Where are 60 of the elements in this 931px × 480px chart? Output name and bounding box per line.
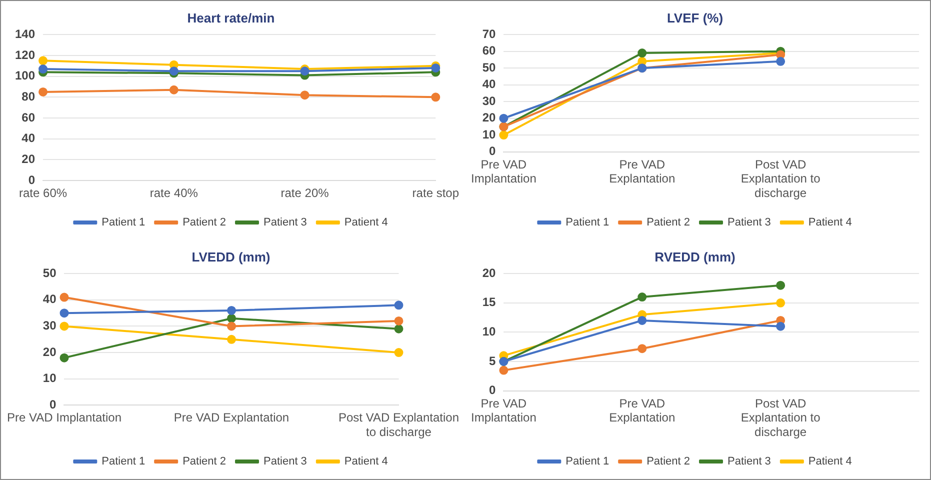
x-tick-label: Pre VAD Explantation bbox=[609, 157, 676, 186]
y-tick-label: 20 bbox=[482, 110, 496, 125]
legend-label: Patient 3 bbox=[728, 216, 771, 229]
legend-label: Patient 3 bbox=[264, 456, 307, 468]
y-tick-label: 15 bbox=[482, 295, 496, 310]
legend-label: Patient 4 bbox=[808, 216, 852, 229]
legend-label: Patient 3 bbox=[728, 456, 771, 468]
chart-title: RVEDD (mm) bbox=[654, 249, 736, 264]
legend-label: Patient 1 bbox=[566, 456, 610, 468]
y-tick-label: 30 bbox=[482, 94, 496, 108]
legend-label: Patient 1 bbox=[102, 456, 146, 468]
y-tick-label: 20 bbox=[22, 152, 36, 166]
y-tick-label: 20 bbox=[482, 266, 496, 280]
y-tick-label: 50 bbox=[42, 266, 57, 280]
legend-label: Patient 2 bbox=[646, 216, 690, 229]
legend-label: Patient 2 bbox=[646, 456, 690, 468]
legend-label: Patient 4 bbox=[808, 456, 852, 468]
y-tick-label: 120 bbox=[14, 48, 36, 62]
chart-title: LVEF (%) bbox=[666, 10, 724, 26]
x-tick-label: Post VAD Explantation to discharge bbox=[338, 410, 460, 440]
x-tick-label: Pre VAD Implantation bbox=[471, 157, 536, 186]
y-tick-label: 70 bbox=[482, 26, 496, 41]
legend-label: Patient 3 bbox=[264, 216, 307, 229]
x-tick-label: rate 40% bbox=[150, 186, 198, 200]
x-tick-label: Post VAD Explantation to discharge bbox=[740, 157, 821, 200]
y-tick-label: 40 bbox=[482, 77, 496, 92]
y-tick-label: 5 bbox=[489, 354, 496, 368]
x-tick-label: Pre VAD Explantation bbox=[609, 396, 676, 425]
y-tick-label: 100 bbox=[14, 68, 36, 83]
x-tick-label: rate 60% bbox=[19, 186, 68, 200]
y-tick-label: 20 bbox=[42, 344, 57, 359]
y-tick-label: 80 bbox=[22, 89, 36, 104]
legend-label: Patient 4 bbox=[344, 216, 388, 229]
y-tick-label: 60 bbox=[482, 44, 496, 58]
y-tick-label: 40 bbox=[22, 131, 36, 146]
y-tick-label: 0 bbox=[50, 398, 57, 412]
x-tick-label: Pre VAD Implantation bbox=[471, 396, 536, 425]
y-tick-label: 50 bbox=[482, 60, 496, 74]
y-tick-label: 0 bbox=[489, 383, 496, 398]
x-tick-label: Pre VAD Explantation bbox=[174, 410, 290, 425]
legend-label: Patient 2 bbox=[182, 216, 226, 229]
y-tick-label: 30 bbox=[42, 318, 57, 333]
chart-title: LVEDD (mm) bbox=[192, 249, 270, 264]
legend-label: Patient 4 bbox=[344, 456, 388, 468]
y-tick-label: 0 bbox=[28, 172, 36, 187]
legend-label: Patient 1 bbox=[102, 216, 146, 229]
y-tick-label: 0 bbox=[489, 144, 496, 158]
y-tick-label: 10 bbox=[482, 127, 496, 142]
chart-title: Heart rate/min bbox=[187, 10, 275, 26]
y-tick-label: 140 bbox=[14, 26, 36, 41]
x-tick-label: Pre VAD Implantation bbox=[7, 410, 122, 425]
y-tick-label: 10 bbox=[482, 324, 496, 339]
y-tick-label: 10 bbox=[42, 371, 57, 386]
x-tick-label: Post VAD Explantation to discharge bbox=[740, 396, 821, 440]
x-tick-label: rate 20% bbox=[280, 186, 330, 200]
y-tick-label: 40 bbox=[42, 292, 57, 306]
x-tick-label: rate stop bbox=[412, 186, 460, 200]
y-tick-label: 60 bbox=[22, 110, 36, 124]
legend-label: Patient 2 bbox=[182, 456, 226, 468]
legend-label: Patient 1 bbox=[566, 216, 610, 229]
